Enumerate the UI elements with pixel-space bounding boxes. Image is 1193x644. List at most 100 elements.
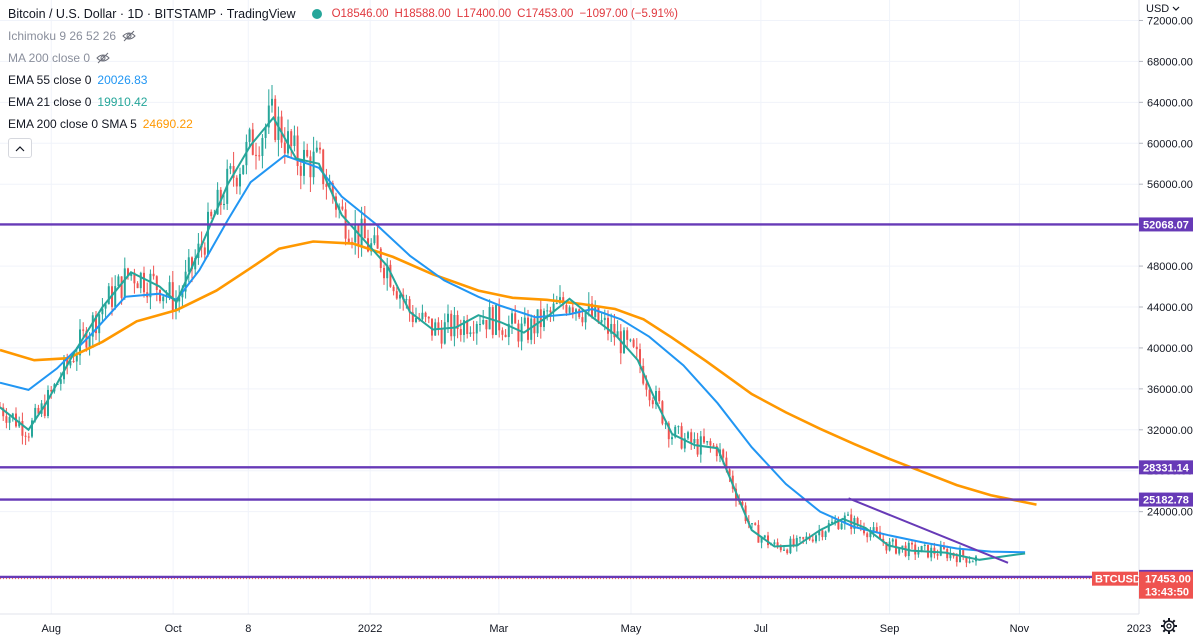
candle <box>517 319 520 348</box>
time-axis: Aug Oct 8 2022 Mar May Jul Sep Nov 2023 <box>41 623 1151 635</box>
candle <box>175 290 177 320</box>
candle-body <box>936 554 939 556</box>
y-tick-label: 32000.00 <box>1147 425 1193 437</box>
candle <box>354 209 357 255</box>
candle-body <box>507 323 510 338</box>
level-label: 28331.14 <box>1143 462 1190 474</box>
candle-body <box>491 307 494 335</box>
candle-body <box>530 318 533 340</box>
ohlc-close: C17453.00 <box>517 8 574 20</box>
candle <box>373 227 376 246</box>
candle-body <box>261 137 264 156</box>
hidden-eye-icon[interactable] <box>96 51 110 65</box>
candle <box>143 266 145 298</box>
indicator-ema55[interactable]: EMA 55 close 0 20026.83 <box>8 69 678 91</box>
candle <box>280 110 283 148</box>
candle-body <box>555 303 558 305</box>
candle-body <box>107 286 110 305</box>
candle-body <box>354 223 357 243</box>
candle-body <box>872 527 875 533</box>
candle-body <box>696 439 699 455</box>
candle <box>709 438 712 453</box>
candle-body <box>712 445 715 447</box>
hidden-eye-icon[interactable] <box>122 29 136 43</box>
collapse-legend-button[interactable] <box>8 138 32 158</box>
candle-body <box>296 135 299 167</box>
x-tick-label: May <box>621 623 642 635</box>
candle <box>616 320 619 338</box>
candle <box>421 304 424 322</box>
candle-body <box>546 310 549 312</box>
candle-body <box>600 320 603 323</box>
candle-body <box>549 310 552 313</box>
candle-body <box>767 535 769 546</box>
indicator-ema200[interactable]: EMA 200 close 0 SMA 5 24690.22 <box>8 113 678 135</box>
candle-body <box>683 438 686 449</box>
candle-body <box>911 542 913 545</box>
candle-body <box>587 303 590 312</box>
candle-body <box>773 542 776 545</box>
candle <box>203 242 206 262</box>
candle <box>299 159 302 190</box>
candle-body <box>856 518 859 526</box>
candle-body <box>648 389 651 401</box>
candle <box>255 142 257 170</box>
candle <box>671 433 673 445</box>
candle-body <box>117 276 120 287</box>
candle-body <box>2 407 5 417</box>
candle-body <box>239 174 241 187</box>
candle-body <box>968 561 971 563</box>
candle-body <box>539 309 542 328</box>
level-label-bg <box>1139 217 1193 232</box>
candle-body <box>706 441 709 443</box>
candle <box>523 307 526 327</box>
candle-body <box>399 294 401 299</box>
indicator-value: 20026.83 <box>97 73 148 87</box>
candle <box>283 127 286 164</box>
candle-body <box>741 501 744 506</box>
candle-body <box>671 437 673 440</box>
candle <box>488 299 491 330</box>
candle <box>98 313 101 346</box>
candle-body <box>949 552 952 559</box>
candle-body <box>517 323 520 342</box>
candle-body <box>248 129 251 142</box>
candle-body <box>341 206 344 210</box>
indicator-ema21[interactable]: EMA 21 close 0 19910.42 <box>8 91 678 113</box>
candle-body <box>242 165 245 175</box>
x-tick-label: Nov <box>1010 623 1030 635</box>
candle-body <box>783 549 785 551</box>
candle-body <box>389 264 392 287</box>
candle-body <box>91 315 94 337</box>
candle <box>383 264 385 285</box>
candle-body <box>149 273 152 298</box>
indicator-value: 19910.42 <box>97 95 148 109</box>
y-tick-label: 24000.00 <box>1147 507 1193 519</box>
candle <box>146 282 149 304</box>
candle-body <box>66 358 69 366</box>
candle-body <box>763 535 766 538</box>
candle-body <box>869 532 872 538</box>
candle <box>824 530 827 540</box>
candle <box>923 543 926 551</box>
candle-body <box>725 457 728 470</box>
candle-body <box>879 531 881 539</box>
candle-body <box>751 523 753 525</box>
candle-body <box>811 539 814 542</box>
candle-body <box>693 439 696 444</box>
candle <box>101 297 104 322</box>
y-tick-label: 48000.00 <box>1147 261 1193 273</box>
candle <box>127 267 129 280</box>
symbol-title[interactable]: Bitcoin / U.S. Dollar · 1D · BITSTAMP · … <box>8 7 296 21</box>
candle <box>152 265 155 280</box>
candle <box>267 89 270 134</box>
indicator-ma200[interactable]: MA 200 close 0 <box>8 47 678 69</box>
currency-selector[interactable]: USD <box>1146 3 1180 15</box>
indicator-ichimoku[interactable]: Ichimoku 9 26 52 26 <box>8 25 678 47</box>
candle-body <box>123 268 126 298</box>
candle <box>703 428 705 444</box>
gear-icon[interactable] <box>1160 617 1178 635</box>
candle <box>866 531 869 543</box>
candle <box>159 289 161 304</box>
